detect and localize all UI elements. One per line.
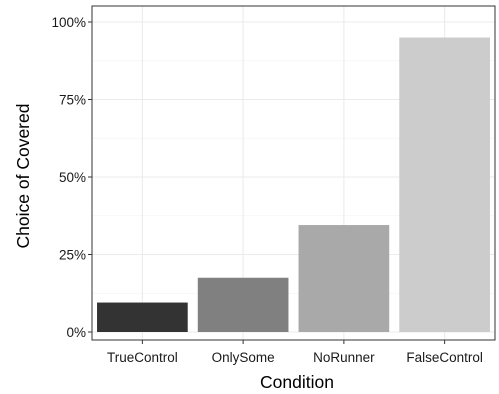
x-tick-label: FalseControl	[406, 350, 483, 365]
bar-norunner	[298, 225, 390, 332]
x-tick-label: OnlySome	[212, 350, 275, 365]
y-tick-label: 50%	[59, 170, 86, 185]
x-tick-label: TrueControl	[107, 350, 178, 365]
y-tick-label: 0%	[66, 325, 86, 340]
x-tick-label: NoRunner	[313, 350, 375, 365]
bars-group	[97, 37, 490, 332]
x-axis: TrueControl OnlySome NoRunner FalseControl	[107, 340, 483, 365]
y-tick-label: 100%	[51, 15, 86, 30]
y-tick-label: 75%	[59, 93, 86, 108]
x-axis-title: Condition	[260, 372, 334, 392]
y-tick-label: 25%	[59, 248, 86, 263]
y-axis: 0% 25% 50% 75% 100%	[51, 15, 92, 340]
bar-truecontrol	[97, 302, 188, 332]
bar-onlysome	[197, 277, 289, 332]
bar-falsecontrol	[399, 37, 490, 332]
plot-panel-border	[91, 5, 496, 341]
y-axis-title: Choice of Covered	[13, 104, 33, 249]
